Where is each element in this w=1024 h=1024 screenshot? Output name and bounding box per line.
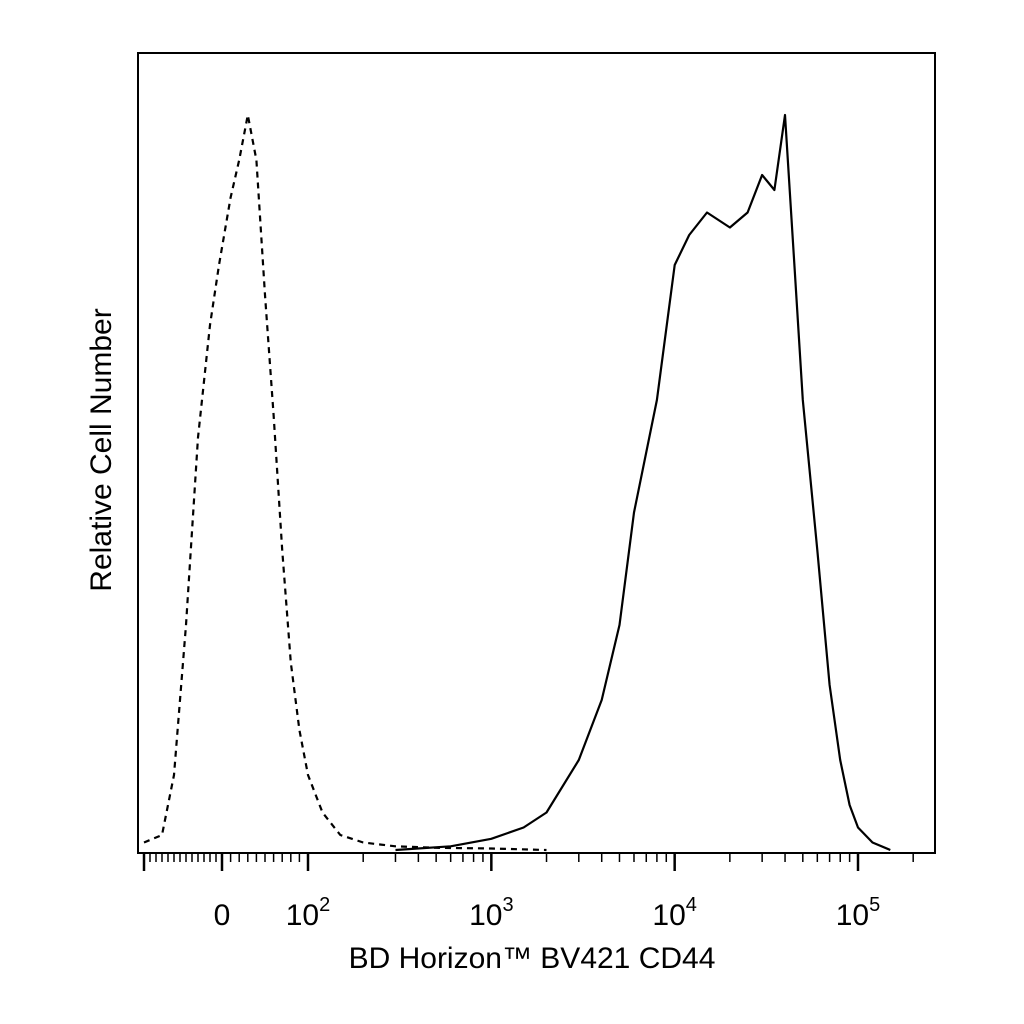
x-axis-minor-ticks	[149, 853, 914, 862]
series-line-dashed	[143, 113, 547, 852]
x-axis-title: BD Horizon™ BV421 CD44	[349, 942, 716, 975]
x-axis-tick-labels: 0 102 103 104 105	[214, 894, 881, 932]
series-line-solid	[395, 113, 891, 852]
y-axis-title: Relative Cell Number	[85, 308, 118, 591]
plot-area-frame	[137, 52, 936, 854]
x-tick-label: 102	[286, 894, 331, 932]
x-tick-label: 103	[469, 894, 514, 932]
x-tick-label: 0	[214, 899, 231, 932]
x-tick-label: 104	[652, 894, 697, 932]
histogram-series	[143, 113, 891, 852]
x-tick-label: 105	[836, 894, 881, 932]
x-axis-major-ticks	[142, 853, 860, 871]
